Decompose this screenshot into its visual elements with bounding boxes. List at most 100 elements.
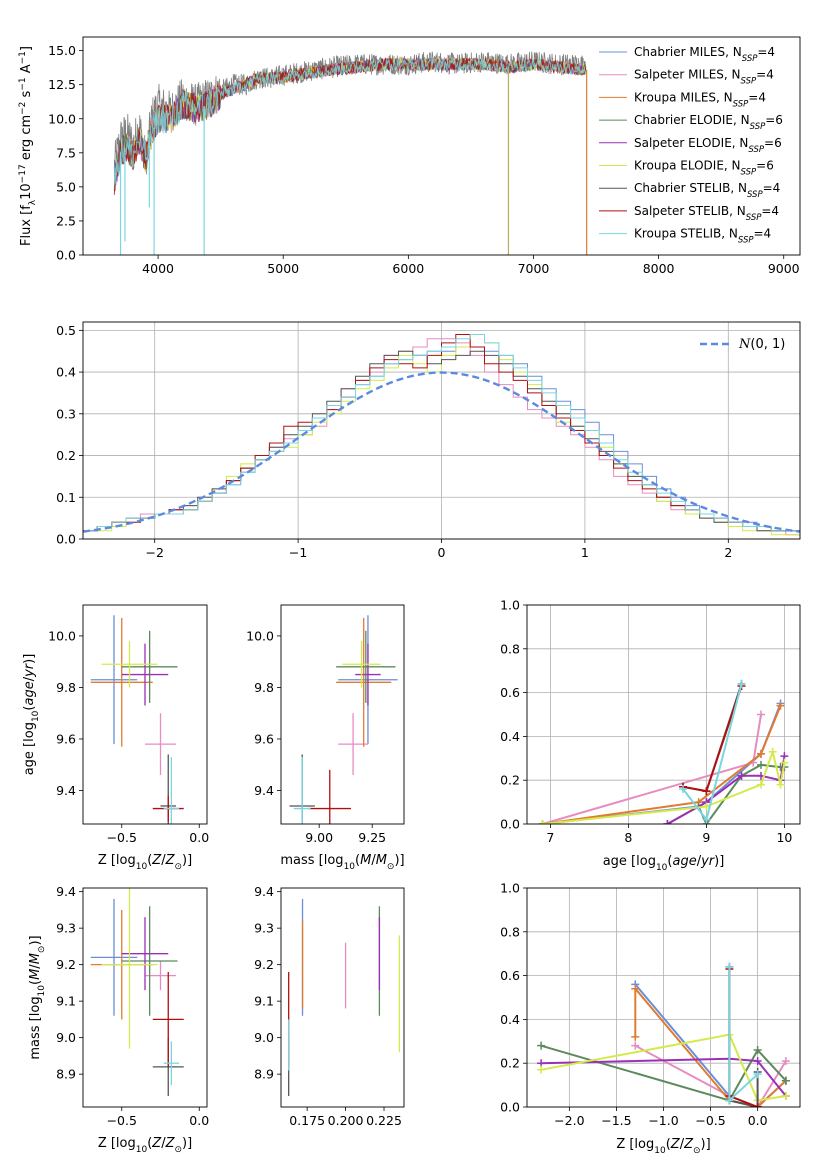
- spectrum-model-line-8: [113, 56, 587, 195]
- x-tick-label: −0.5: [107, 1113, 137, 1128]
- x-tick-label: 0.0: [748, 1113, 768, 1128]
- x-tick-label: −2.0: [554, 1113, 584, 1128]
- y-tick-label: 10.0: [246, 628, 274, 643]
- weight-marker: [737, 679, 746, 688]
- x-tick-label: 8: [624, 830, 632, 845]
- weight-marker: [702, 787, 711, 796]
- spectrum-model-line-1: [113, 56, 587, 191]
- plot-area: [90, 888, 184, 1097]
- x-tick-label: 0: [438, 545, 446, 560]
- y-tick-label: 9.4: [254, 783, 274, 798]
- x-tick-label: 9: [702, 830, 710, 845]
- x-tick-label: 0.225: [366, 1113, 402, 1128]
- legend-label: Salpeter MILES, NSSP=4: [634, 68, 774, 87]
- y-tick-label: 9.4: [56, 884, 76, 899]
- plot-area: [538, 679, 789, 824]
- plot-area: [90, 615, 184, 824]
- axes-frame: [526, 604, 801, 825]
- y-tick-label: 9.0: [56, 1030, 76, 1045]
- x-tick-label: 10: [776, 830, 792, 845]
- weight-marker: [781, 1076, 790, 1085]
- axes-frame: [82, 36, 801, 256]
- weight-marker: [757, 710, 765, 719]
- weight-marker: [753, 1070, 762, 1079]
- y-tick-label: 2.5: [56, 213, 76, 228]
- y-tick-label: 9.3: [254, 921, 274, 936]
- panel-age_vs_Z: −0.5 0.0 9.4 9.6 9.8 10.0 Z [log10(Z/Z⊙)] age […: [22, 604, 209, 872]
- weight-marker: [537, 1065, 546, 1074]
- plot-area: [289, 615, 398, 824]
- weight-marker: [781, 1057, 790, 1066]
- weight-marker: [757, 760, 765, 769]
- weight-marker: [737, 771, 746, 780]
- weight-marker: [725, 1096, 734, 1105]
- x-axis-label: Z [log10(Z/Z⊙)]: [616, 1137, 710, 1156]
- weight-marker: [781, 1092, 790, 1101]
- y-tick-label: 9.1: [254, 994, 274, 1009]
- x-tick-label: 0.0: [189, 1113, 209, 1128]
- x-tick-label: −1.5: [601, 1113, 631, 1128]
- y-tick-label: 0.5: [56, 323, 76, 338]
- legend-label: Kroupa STELIB, NSSP=4: [634, 227, 771, 246]
- y-axis-label: age [log10(age/yr)]: [22, 654, 41, 776]
- legend-label: Chabrier MILES, NSSP=4: [634, 45, 775, 64]
- normal-curve: [83, 371, 800, 533]
- legend-label: N(0, 1): [738, 337, 785, 352]
- weight-marker: [631, 1041, 640, 1050]
- y-tick-label: 0.0: [56, 532, 76, 547]
- y-tick-label: 0.2: [500, 1056, 520, 1071]
- weight-marker: [537, 1041, 546, 1050]
- spectrum-model-line-3: [113, 56, 587, 183]
- spectrum-model-line-7: [114, 57, 587, 192]
- x-tick-label: 7000: [518, 261, 550, 276]
- spectrum-model-line-9: [113, 57, 587, 185]
- y-tick-label: 9.3: [56, 921, 76, 936]
- axes-frame: [526, 887, 801, 1108]
- x-tick-label: 1: [581, 545, 589, 560]
- y-tick-label: 0.4: [500, 729, 520, 744]
- x-tick-label: 0.200: [328, 1113, 364, 1128]
- weight-line-9: [728, 966, 759, 1102]
- x-tick-label: 9.00: [305, 830, 333, 845]
- weight-marker: [679, 784, 687, 793]
- weight-line-2: [542, 714, 762, 824]
- x-tick-label: 4000: [142, 261, 174, 276]
- y-tick-label: 9.8: [254, 680, 274, 695]
- axes-frame: [280, 887, 405, 1108]
- x-axis-label: age [log10(age/yr)]: [603, 854, 725, 873]
- x-tick-label: 6000: [392, 261, 424, 276]
- spectrum-legend: Chabrier MILES, NSSP=4 Salpeter MILES, NS…: [599, 45, 783, 246]
- spectrum-model-line-6: [113, 56, 587, 193]
- y-axis-label: mass [log10(M/M⊙)]: [28, 935, 47, 1059]
- weight-line-6: [540, 1033, 787, 1102]
- x-tick-label: −0.5: [107, 830, 137, 845]
- y-tick-label: 0.0: [56, 248, 76, 263]
- y-tick-label: 9.2: [254, 957, 274, 972]
- y-tick-label: 8.9: [254, 1067, 274, 1082]
- panel-residuals: −2 −1 0 1 2 0.0 0.1 0.2 0.3 0.4 0.5 N(0, 1): [56, 321, 801, 560]
- x-tick-label: 8000: [643, 261, 675, 276]
- x-tick-label: 9000: [768, 261, 800, 276]
- y-tick-label: 0.6: [500, 968, 520, 983]
- panel-weight_vs_Z: −2.0 −1.5 −1.0 −0.5 0.0 0.0 0.2 0.4 0.6 0.8 1.0 Z […: [500, 881, 801, 1156]
- y-axis-label: Flux [fλ10−17 erg cm−2 s−1 A−1]: [18, 46, 38, 246]
- weight-line-9: [682, 683, 743, 821]
- y-tick-label: 9.2: [56, 957, 76, 972]
- y-tick-label: 1.0: [500, 598, 520, 613]
- x-axis-label: mass [log10(M/M⊙)]: [280, 853, 404, 872]
- y-tick-label: 9.8: [56, 680, 76, 695]
- x-tick-label: 2: [724, 545, 732, 560]
- panel-spectrum: 4000 5000 6000 7000 8000 9000 0.0 2.5 5.0 7.5 10.0…: [18, 36, 801, 276]
- axes-frame: [280, 604, 405, 825]
- x-tick-label: 9.25: [358, 830, 386, 845]
- panel-weight_vs_age: 7 8 9 10 0.0 0.2 0.4 0.6 0.8 1.0 age [log10(age/yr…: [500, 598, 801, 873]
- plot-area: [83, 334, 800, 539]
- y-tick-label: 0.2: [500, 773, 520, 788]
- weight-marker: [631, 1032, 640, 1041]
- weight-marker: [753, 1046, 762, 1055]
- weight-marker: [776, 701, 785, 710]
- y-tick-label: 0.0: [500, 1100, 520, 1115]
- y-tick-label: 0.1: [56, 490, 76, 505]
- x-axis-label: Z [log10(Z/Z⊙)]: [98, 853, 192, 872]
- legend-label: Kroupa MILES, NSSP=4: [634, 90, 766, 109]
